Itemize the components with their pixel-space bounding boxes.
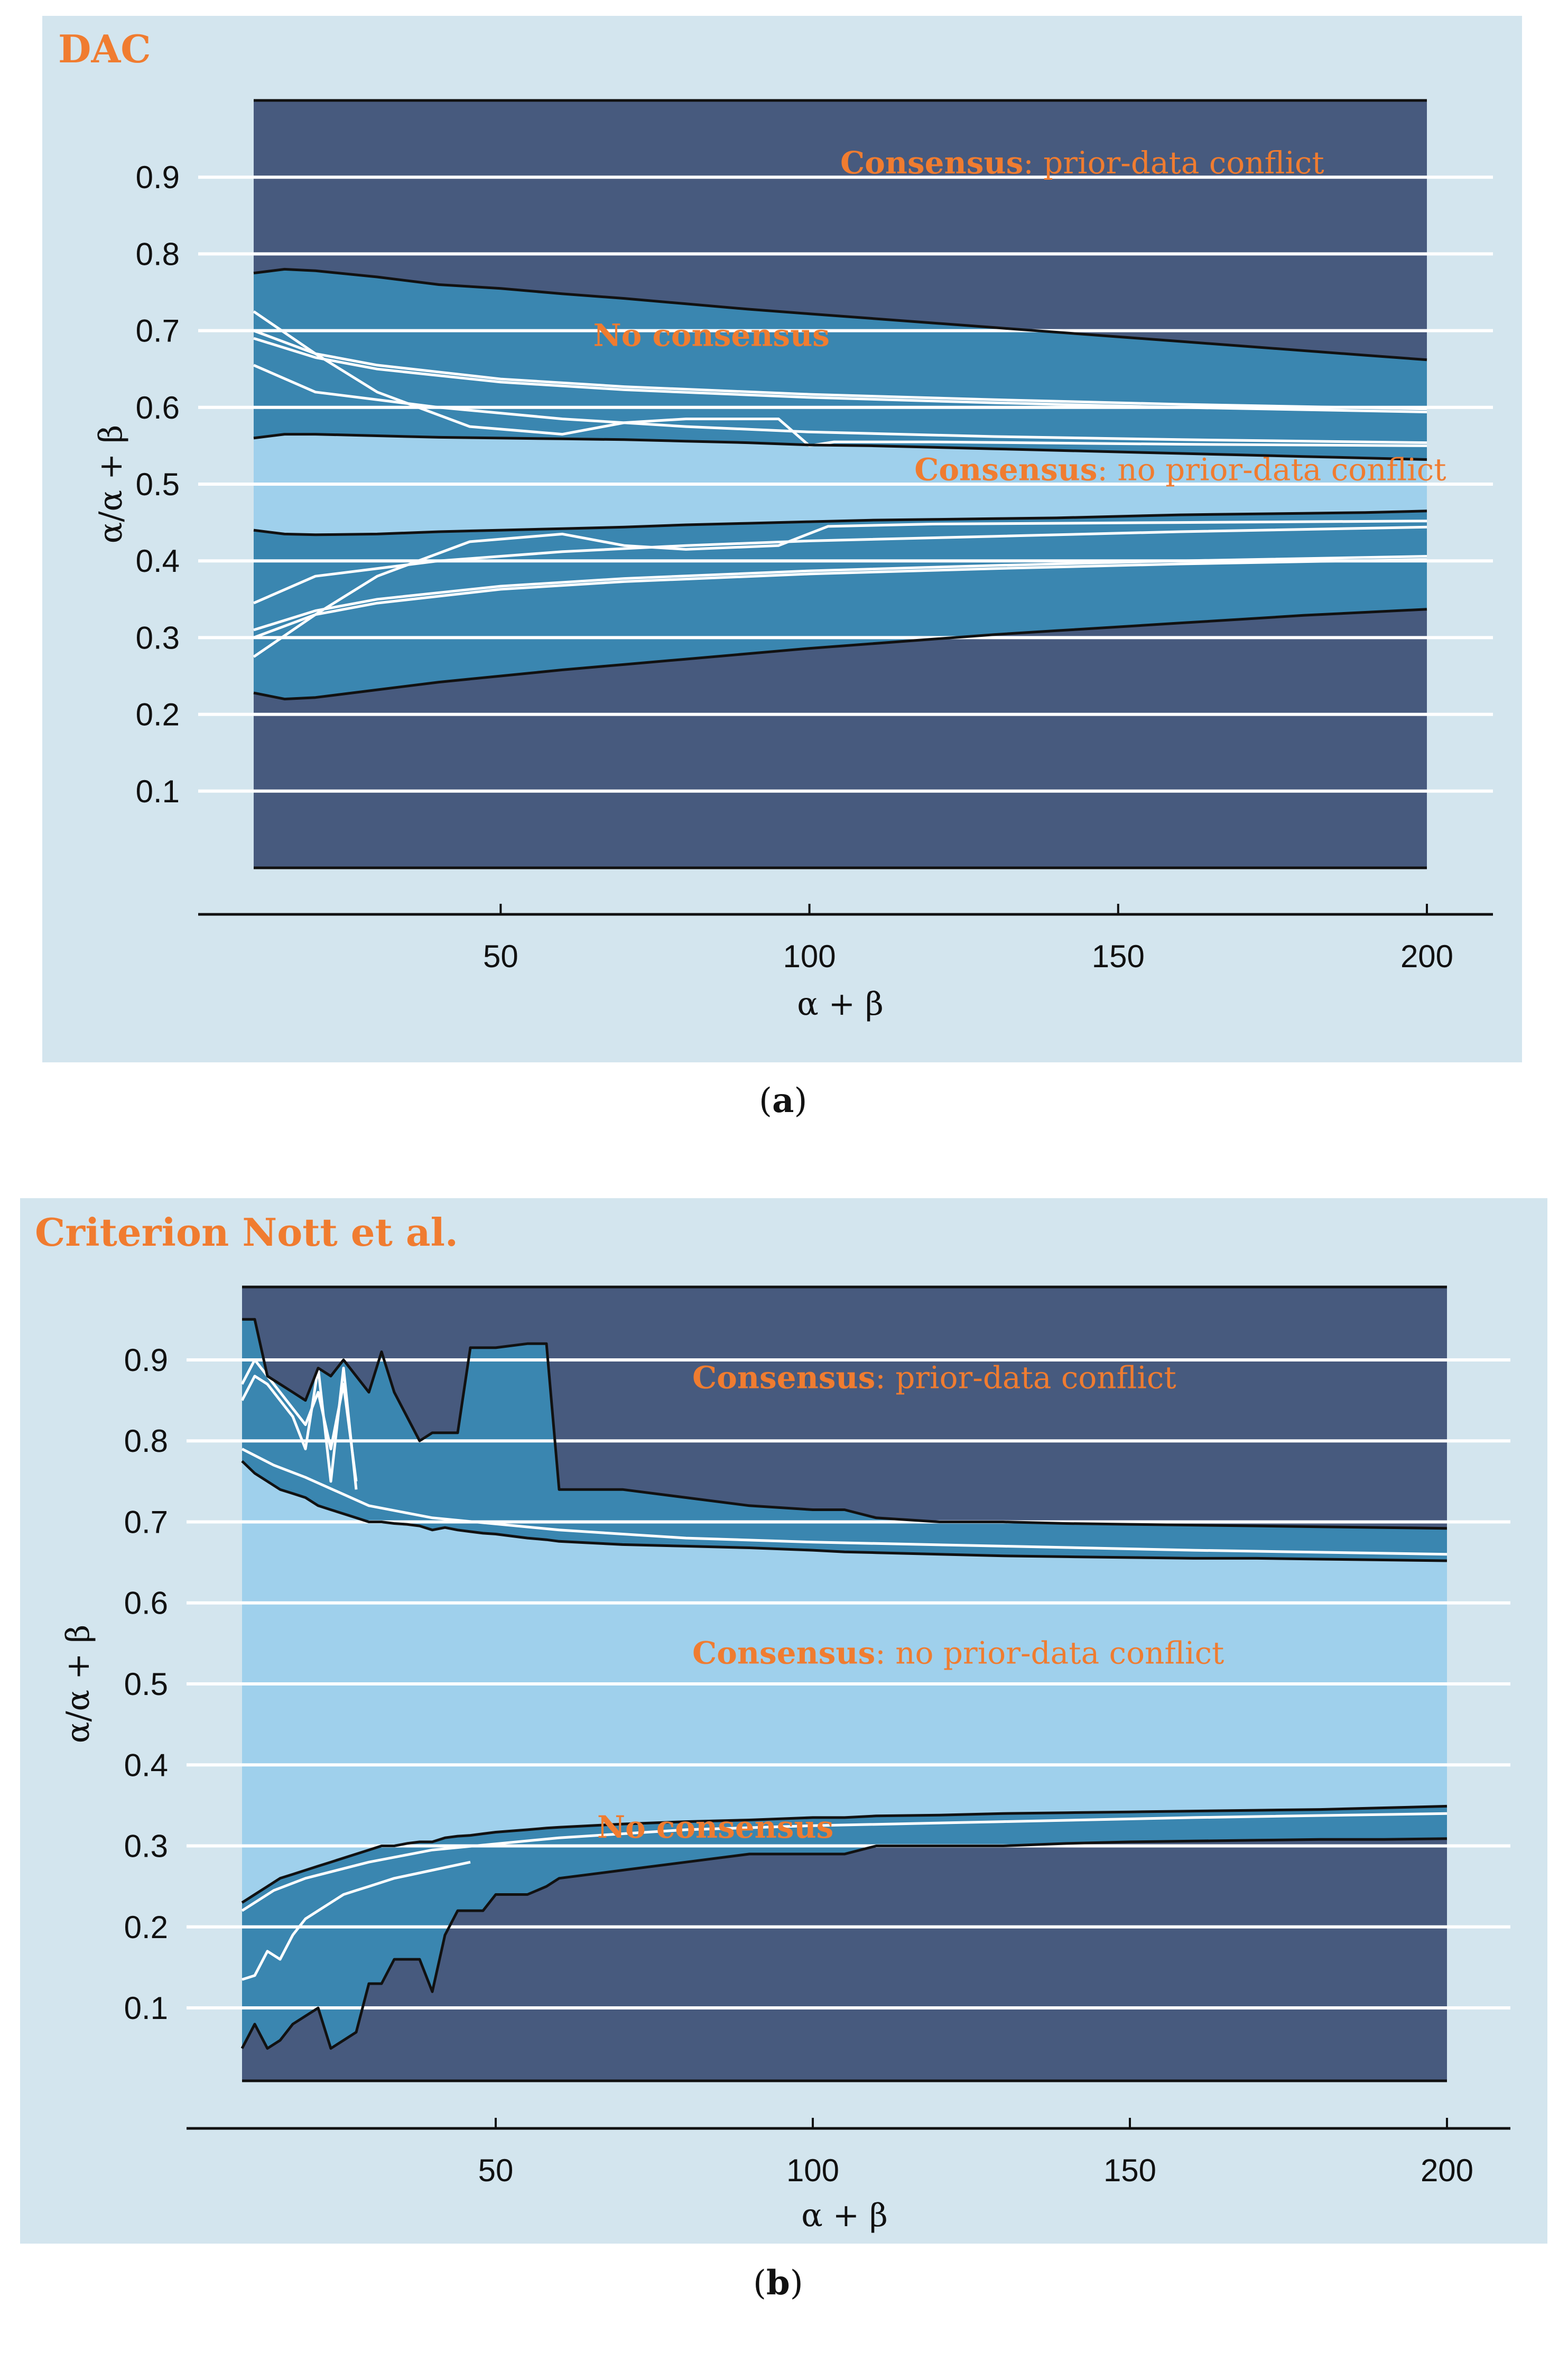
y-tick-label: 0.9 [136,160,180,195]
series-line [253,555,1427,632]
y-tick-label: 0.1 [136,774,180,809]
chart-panel-b: Criterion Nott et al. 50 100 150 200 0.1 0.2 0… [20,1198,1547,2244]
series-line [241,1812,1448,1912]
y-tick-label: 0.1 [124,1990,168,2026]
region-annotation: Consensus: no prior-data conflict [692,1635,1224,1671]
y-axis-label: α/α + β [92,425,129,543]
series-line [253,337,1427,413]
y-tick-label: 0.7 [136,313,180,349]
series-line [253,329,1427,411]
boundary-upper-outer [253,267,1427,362]
x-tick-label: 100 [783,939,836,974]
series-line [253,310,1427,447]
series-line [253,525,1427,605]
y-tick-label: 0.6 [136,390,180,425]
region-annotation: No consensus [593,318,830,354]
x-axis-label: α + β [797,986,884,1023]
chart-svg-a: 50 100 150 200 0.1 0.2 0.3 0.4 0.5 0.6 0.7 0.8 0.9 α … [92,99,1493,1023]
series-line [240,1366,358,1490]
series-line [242,1860,471,1981]
y-tick-label: 0.7 [124,1504,168,1540]
series-line [253,364,1427,444]
boundary-upper-outer [242,1318,1448,1530]
boundary-upper-inner [241,1460,1448,1562]
boundary-lower-outer [253,608,1427,701]
y-tick-label: 0.5 [136,467,180,502]
y-tick-label: 0.2 [124,1910,168,1945]
caption-b: (b) [753,2263,803,2303]
y-tick-label: 0.6 [124,1586,168,1621]
y-tick-label: 0.3 [124,1829,168,1864]
x-tick-label: 200 [1400,939,1453,974]
x-tick-label: 150 [1092,939,1145,974]
y-tick-label: 0.3 [136,620,180,655]
x-tick-label: 50 [478,2153,514,2188]
boundary-lower-inner [253,510,1427,536]
y-tick-label: 0.8 [136,236,180,272]
series-line [241,1448,1448,1556]
series-line [240,1358,358,1482]
x-tick-label: 150 [1103,2153,1156,2188]
region-annotation: Consensus: no prior-data conflict [914,452,1446,488]
series-line [253,558,1427,639]
chart-panel-a: DAC 50 100 150 200 0.1 0.2 0.3 0.4 0.5 0.6 0.7 0.8 0… [42,16,1522,1062]
x-tick-label: 100 [786,2153,839,2188]
chart-title-b: Criterion Nott et al. [35,1210,458,1255]
y-axis-label: α/α + β [60,1625,97,1743]
y-tick-label: 0.5 [124,1666,168,1702]
region-annotation: Consensus: prior-data conflict [692,1360,1176,1396]
y-tick-label: 0.4 [124,1747,168,1783]
chart-title-a: DAC [58,26,151,71]
region-annotation: Consensus: prior-data conflict [840,145,1324,181]
boundary-lower-outer [240,1837,1448,2050]
chart-svg-b: 50 100 150 200 0.1 0.2 0.3 0.4 0.5 0.6 0.7 0.8 0.9 α … [60,1285,1510,2234]
x-tick-label: 50 [483,939,518,974]
boundary-lower-inner [241,1804,1448,1904]
y-tick-label: 0.9 [124,1342,168,1378]
region-annotation: No consensus [597,1809,833,1845]
boundary-upper-inner [253,433,1427,461]
y-tick-label: 0.8 [124,1423,168,1459]
caption-a: (a) [759,1081,808,1120]
y-tick-label: 0.4 [136,543,180,579]
region-no-prior-data-conflict [242,1461,1447,1903]
x-tick-label: 200 [1421,2153,1473,2188]
x-axis-label: α + β [801,2197,888,2234]
y-tick-label: 0.2 [136,697,180,733]
